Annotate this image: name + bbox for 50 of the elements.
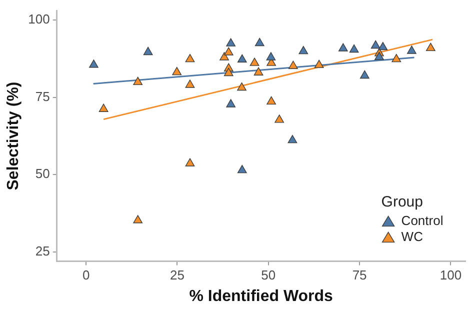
x-tick-label: 25 bbox=[170, 268, 184, 283]
point bbox=[250, 58, 260, 66]
point bbox=[254, 67, 264, 76]
point bbox=[407, 46, 416, 54]
point bbox=[185, 158, 195, 166]
point bbox=[254, 38, 264, 46]
legend-label: Control bbox=[401, 212, 444, 228]
point bbox=[226, 38, 236, 46]
point bbox=[237, 164, 247, 174]
y-axis-title: Selectivity (%) bbox=[5, 82, 22, 190]
y-tick-label: 75 bbox=[35, 88, 50, 104]
point bbox=[392, 54, 402, 62]
legend-title: Group bbox=[381, 193, 424, 210]
point bbox=[349, 44, 359, 53]
point bbox=[338, 43, 348, 52]
point bbox=[370, 40, 380, 49]
point bbox=[220, 52, 229, 60]
point bbox=[185, 54, 195, 62]
point bbox=[274, 114, 284, 123]
y-tick-label: 50 bbox=[35, 166, 50, 182]
point bbox=[237, 54, 247, 62]
point bbox=[98, 104, 108, 112]
point bbox=[133, 215, 143, 224]
x-tick-label: 0 bbox=[82, 268, 90, 283]
x-tick-label: 50 bbox=[261, 268, 276, 283]
x-axis-title: % Identified Words bbox=[189, 288, 334, 305]
point bbox=[237, 82, 246, 91]
point bbox=[298, 46, 308, 54]
point bbox=[224, 47, 234, 56]
point bbox=[143, 46, 153, 56]
point bbox=[224, 68, 234, 76]
point bbox=[185, 80, 195, 88]
point bbox=[89, 60, 98, 68]
point bbox=[360, 70, 370, 79]
y-tick-label: 100 bbox=[28, 12, 50, 27]
point bbox=[378, 42, 388, 50]
point bbox=[133, 76, 143, 86]
x-tick-label: 75 bbox=[352, 268, 367, 283]
legend-label: WC bbox=[401, 228, 423, 244]
point bbox=[226, 99, 236, 108]
point bbox=[426, 42, 436, 52]
point bbox=[288, 134, 298, 144]
point bbox=[266, 96, 276, 105]
point bbox=[172, 66, 182, 76]
point bbox=[266, 52, 276, 60]
point bbox=[288, 60, 298, 69]
x-tick-label: 100 bbox=[440, 268, 462, 283]
point bbox=[374, 52, 384, 60]
y-tick-label: 25 bbox=[35, 244, 50, 259]
point bbox=[314, 60, 324, 68]
